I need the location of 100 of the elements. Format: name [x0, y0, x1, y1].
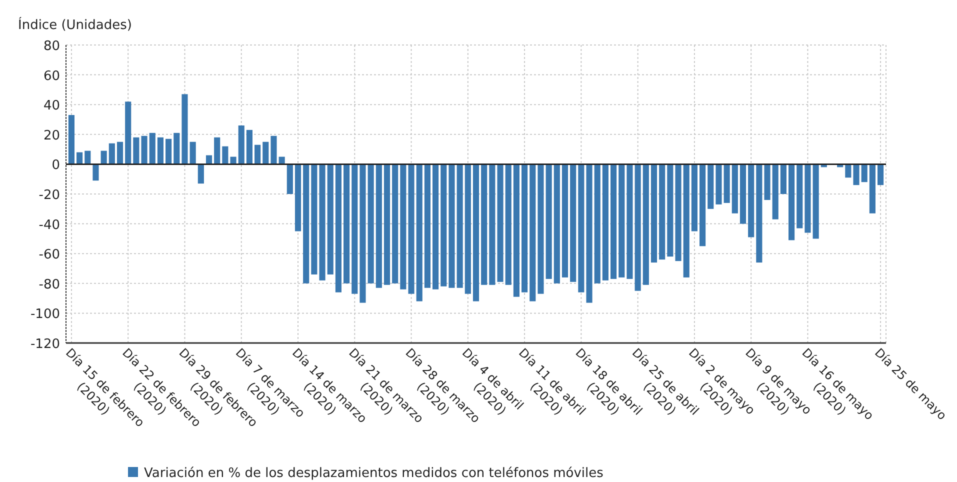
bar — [626, 164, 633, 279]
bar — [230, 156, 236, 164]
bar — [262, 142, 269, 164]
bar — [198, 164, 204, 184]
bar — [214, 137, 220, 164]
bar — [788, 164, 795, 240]
bar — [416, 164, 422, 302]
y-tick-label: -60 — [38, 248, 60, 263]
bar — [222, 146, 228, 164]
bar — [352, 164, 358, 294]
bar — [472, 164, 480, 302]
bar — [594, 164, 600, 284]
bar — [384, 164, 390, 285]
bar — [878, 164, 884, 186]
bar — [732, 164, 738, 214]
bar — [700, 164, 706, 246]
bar — [602, 164, 608, 280]
bar — [586, 164, 592, 303]
bar — [125, 102, 132, 164]
bar — [497, 164, 504, 282]
bar — [424, 164, 430, 288]
bar — [570, 164, 576, 282]
bar — [853, 164, 860, 186]
bar — [756, 164, 762, 263]
bar — [578, 164, 584, 292]
bar — [408, 164, 414, 294]
bar — [675, 164, 682, 262]
bar — [344, 164, 350, 284]
bar — [368, 164, 374, 284]
bar — [464, 164, 471, 294]
bar — [522, 164, 528, 292]
bar — [149, 132, 156, 164]
y-tick-label: 60 — [43, 68, 60, 84]
bar — [68, 115, 74, 164]
y-tick-label: -20 — [38, 188, 60, 203]
bar — [796, 164, 803, 228]
bar — [804, 164, 811, 233]
bar — [174, 132, 180, 164]
y-tick-label: 40 — [43, 98, 60, 114]
bar — [311, 164, 318, 274]
bar — [448, 164, 455, 288]
bar — [246, 130, 252, 164]
bar — [116, 142, 124, 164]
bar — [294, 164, 302, 232]
bar — [642, 164, 649, 285]
bar — [869, 164, 876, 214]
bar — [538, 164, 544, 294]
bar — [92, 164, 99, 181]
bar — [319, 164, 326, 280]
y-tick-label: 20 — [43, 128, 60, 144]
bar — [650, 164, 658, 263]
bar — [108, 143, 115, 164]
bar — [610, 164, 617, 279]
bar — [456, 164, 463, 288]
bar — [764, 164, 770, 200]
bar — [667, 164, 674, 257]
bar — [691, 164, 698, 232]
bar — [392, 164, 398, 284]
bar — [530, 164, 536, 302]
bar — [554, 164, 560, 284]
bar — [182, 94, 188, 164]
y-axis-title: Índice (Unidades) — [18, 16, 132, 33]
bar — [376, 164, 382, 288]
bar — [270, 136, 277, 164]
bar — [166, 138, 172, 164]
bar — [634, 164, 641, 291]
bar — [812, 164, 819, 239]
bar — [505, 164, 512, 285]
bar — [845, 164, 852, 178]
bar — [238, 125, 244, 164]
bar — [100, 150, 107, 164]
bar — [360, 164, 366, 303]
y-tick-label: -40 — [38, 218, 60, 233]
bar — [740, 164, 746, 224]
bar — [618, 164, 625, 278]
bar — [133, 137, 140, 164]
y-tick-label: -80 — [38, 277, 60, 292]
y-tick-label: -120 — [30, 337, 60, 352]
bar — [481, 164, 488, 285]
bar — [513, 164, 520, 297]
bar — [303, 164, 310, 284]
bar — [708, 164, 714, 209]
bar — [286, 164, 293, 194]
bar — [748, 164, 754, 238]
y-tick-label: 80 — [43, 39, 60, 54]
bar — [254, 144, 261, 164]
bar — [546, 164, 552, 279]
bar — [724, 164, 730, 203]
bar — [861, 164, 868, 182]
y-tick-label: 0 — [52, 158, 60, 174]
bar — [659, 164, 666, 260]
bar — [141, 136, 148, 164]
bar — [84, 150, 91, 164]
y-tick-label: -100 — [30, 307, 60, 322]
bar — [327, 164, 334, 274]
bar — [76, 152, 83, 164]
bar — [440, 164, 447, 286]
bar — [335, 164, 342, 292]
bar — [683, 164, 690, 278]
bar — [780, 164, 786, 194]
